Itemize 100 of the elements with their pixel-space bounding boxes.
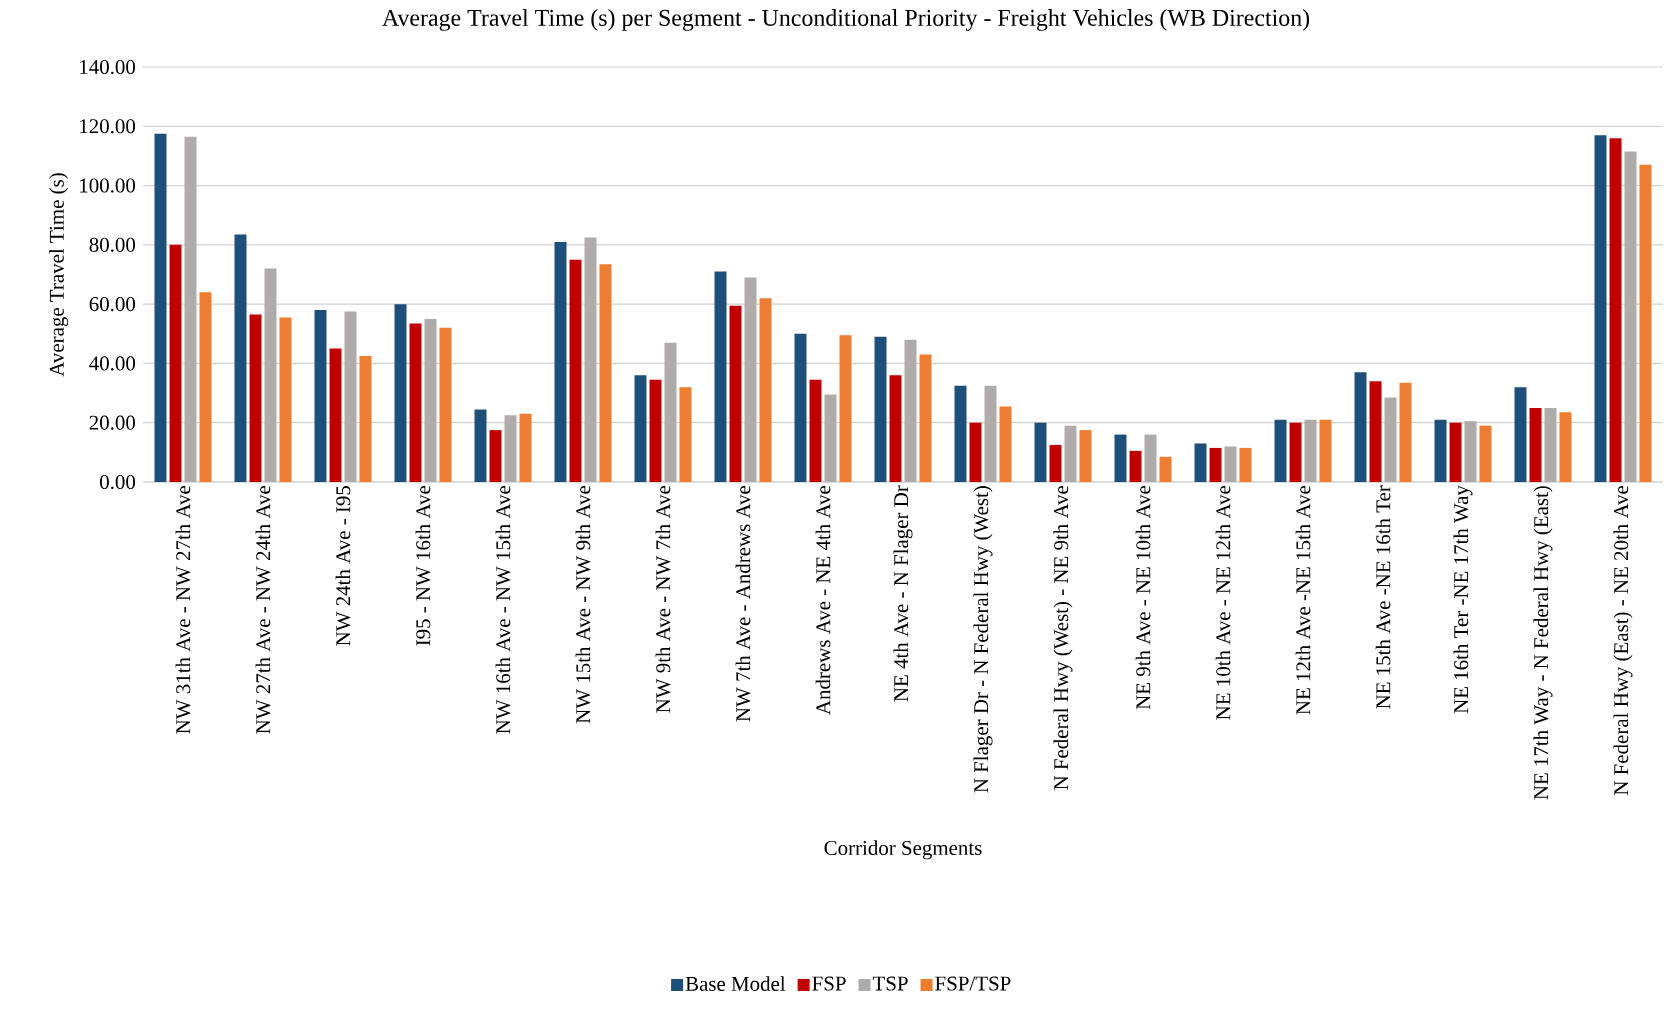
bar [264, 268, 277, 482]
bar [954, 385, 967, 482]
y-tick-label: 100.00 [80, 178, 136, 193]
bar [489, 430, 502, 482]
bar [1274, 419, 1287, 482]
bar [424, 318, 437, 482]
bar [1049, 444, 1062, 482]
bar [1369, 381, 1382, 482]
bar [744, 277, 757, 482]
bar [519, 413, 532, 482]
legend-label: TSP [872, 976, 908, 991]
x-tick-label: NE 16th Ter -NE 17th Way [1453, 485, 1473, 714]
legend-label: FSP/TSP [935, 976, 1011, 991]
bar [1354, 372, 1367, 482]
bar [1479, 425, 1492, 482]
bar [759, 298, 772, 482]
bar [314, 310, 327, 482]
bar [889, 375, 902, 482]
bar [904, 339, 917, 482]
bar [1159, 456, 1172, 482]
x-tick-label: NW 31th Ave - NW 27th Ave [175, 485, 191, 734]
x-tick-label: NE 10th Ave - NE 12th Ave [1215, 485, 1231, 720]
bar [344, 311, 357, 482]
x-tick-label: NW 16th Ave - NW 15th Ave [495, 485, 511, 734]
bar [794, 333, 807, 482]
bar [279, 317, 292, 482]
x-tick-label: Andrews Ave - NE 4th Ave [815, 485, 831, 715]
y-tick-label: 140.00 [80, 59, 136, 75]
bar [649, 379, 662, 482]
bar [1304, 419, 1317, 482]
y-tick-label: 0.00 [100, 474, 136, 490]
bar [1034, 422, 1047, 482]
x-tick-label: NE 15th Ave -NE 16th Ter [1375, 485, 1391, 709]
y-axis-title: Average Travel Time (s) [49, 173, 69, 377]
bar [1449, 422, 1462, 482]
bar [1434, 419, 1447, 482]
bar [874, 336, 887, 482]
y-tick-label: 60.00 [89, 297, 136, 312]
x-tick-label: N Federal Hwy (East) - NE 20th Ave [1613, 485, 1633, 796]
bar [474, 409, 487, 482]
bar [1464, 421, 1477, 482]
bar [1559, 412, 1572, 482]
bar [1209, 447, 1222, 482]
x-tick-label: N Federal Hwy (West) - NE 9th Ave [1053, 485, 1073, 790]
x-tick-label: NE 9th Ave - NE 10th Ave [1135, 485, 1151, 710]
x-tick-label: NW 9th Ave - NW 7th Ave [655, 485, 671, 713]
bar [1384, 397, 1397, 482]
x-tick-label: NE 4th Ave - N Flager Dr [893, 485, 913, 702]
x-tick-label: NW 7th Ave - Andrews Ave [735, 485, 751, 722]
bar [919, 354, 932, 482]
bar [1194, 443, 1207, 482]
bar [584, 237, 597, 482]
x-tick-label: NW 27th Ave - NW 24th Ave [255, 485, 271, 734]
bar [809, 379, 822, 482]
bar [1224, 446, 1237, 482]
bar [199, 292, 212, 482]
bar [1544, 407, 1557, 482]
bar [409, 323, 422, 482]
x-tick-label: NW 15th Ave - NW 9th Ave [575, 485, 591, 724]
bar [359, 356, 372, 482]
bar [394, 304, 407, 482]
bar [1239, 447, 1252, 482]
bar [679, 387, 692, 482]
bar [234, 234, 247, 482]
bar [729, 305, 742, 482]
bar [1639, 164, 1652, 482]
bar [1609, 138, 1622, 482]
bar [154, 133, 167, 482]
bar [1289, 422, 1302, 482]
legend-label: FSP [812, 976, 846, 991]
bar [169, 244, 182, 482]
bar [714, 271, 727, 482]
bar [999, 406, 1012, 482]
bar [1399, 382, 1412, 482]
bar [1079, 430, 1092, 482]
x-tick-label: N Flager Dr - N Federal Hwy (West) [973, 486, 993, 793]
bar [599, 264, 612, 482]
bar [184, 136, 197, 482]
bar [664, 342, 677, 482]
bar [554, 241, 567, 482]
bar [1594, 135, 1607, 482]
x-tick-label: I95 - NW 16th Ave [415, 485, 431, 646]
y-tick-label: 20.00 [89, 415, 136, 430]
x-tick-label: NE 17th Way - N Federal Hwy (East) [1533, 486, 1553, 800]
bar [634, 375, 647, 482]
bar [1624, 151, 1637, 482]
bar [329, 348, 342, 482]
bar [1319, 419, 1332, 482]
y-tick-label: 40.00 [89, 356, 136, 371]
bar [1144, 434, 1157, 482]
legend-label: Base Model [685, 976, 786, 991]
y-tick-label: 80.00 [89, 237, 136, 252]
chart-title: Average Travel Time (s) per Segment - Unconditional Priority - Freight Vehicles (WB Direction) [382, 9, 1310, 31]
bar [984, 385, 997, 482]
bar [569, 259, 582, 482]
bar [249, 314, 262, 482]
bar [1064, 425, 1077, 482]
x-axis-title: Corridor Segments [824, 840, 982, 860]
y-tick-label: 120.00 [80, 119, 136, 134]
bar [1529, 407, 1542, 482]
